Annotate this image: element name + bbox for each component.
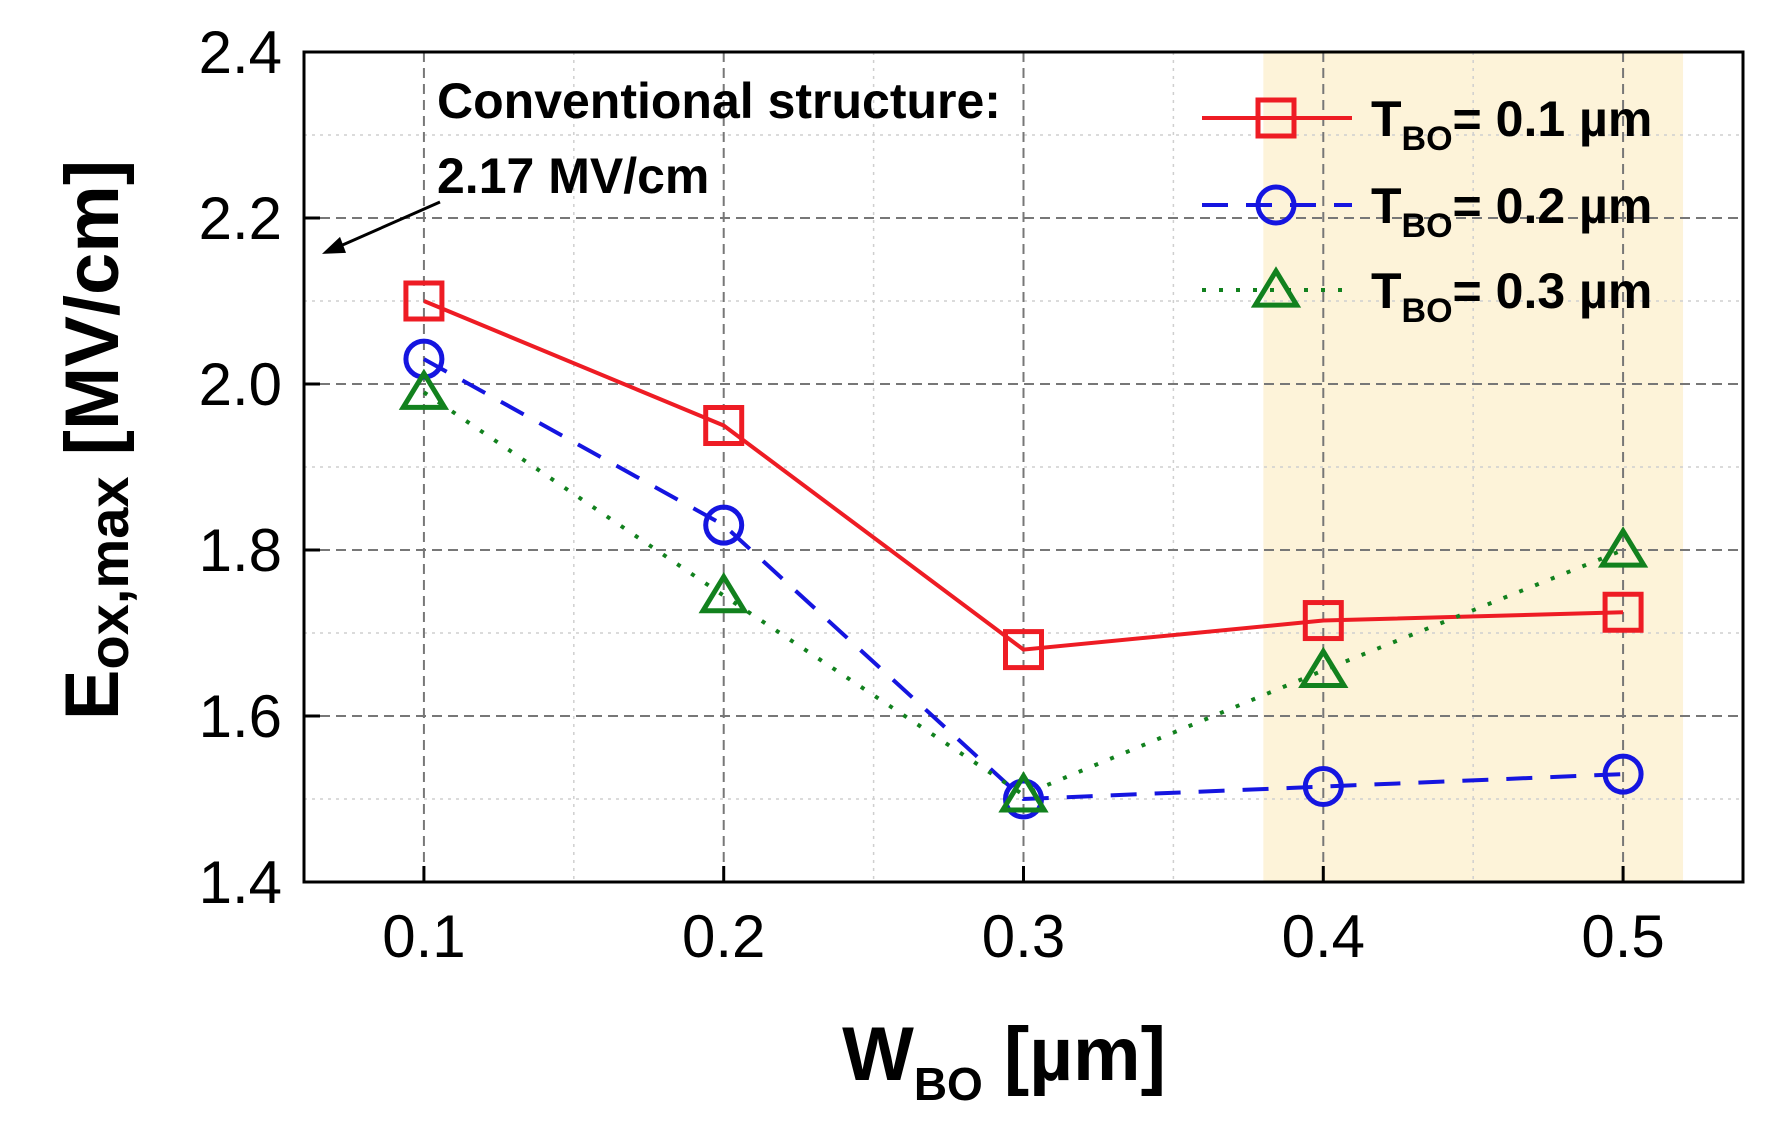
legend-label-sub: BO xyxy=(1402,207,1453,245)
series-2-point xyxy=(703,504,745,546)
x-axis-title: WBO [µm] xyxy=(842,1012,1166,1110)
y-axis-title-sub: ox,max xyxy=(77,477,140,670)
y-tick-label: 2.2 xyxy=(199,185,282,252)
series-3-line xyxy=(422,390,1624,798)
y-tick-label: 2.4 xyxy=(199,19,282,86)
series-1-point xyxy=(1003,629,1044,671)
x-tick-label: 0.2 xyxy=(682,903,765,970)
series-1-point xyxy=(703,405,745,446)
legend-label-main: T xyxy=(1371,178,1402,234)
y-tick-label: 1.4 xyxy=(199,849,282,916)
series-1-point xyxy=(403,280,445,322)
series-3 xyxy=(398,368,1649,813)
legend-label: TBO= 0.3 µm xyxy=(1371,263,1652,330)
tick-labels: 0.1 0.2 0.3 0.4 0.5 1.4 1.6 1.8 2.0 2.2 2.4 xyxy=(199,19,1665,970)
x-axis-title-sub: BO xyxy=(914,1058,983,1110)
series-3-point xyxy=(1298,646,1349,688)
y-tick-label: 1.8 xyxy=(199,517,282,584)
legend-entry-1: TBO= 0.1 µm xyxy=(1202,91,1652,158)
legend-label-sub: BO xyxy=(1402,292,1453,330)
major-grid xyxy=(304,51,1743,883)
annotation-arrow xyxy=(322,200,441,254)
minor-grid xyxy=(304,52,1743,882)
legend-entry-3: TBO= 0.3 µm xyxy=(1202,263,1652,330)
series-layer xyxy=(398,280,1649,820)
series-3-point xyxy=(1597,526,1649,568)
x-axis-title-main: W xyxy=(842,1012,914,1097)
legend-marker xyxy=(1250,266,1302,308)
legend-entry-2: TBO= 0.2 µm xyxy=(1202,178,1652,245)
x-axis-title-rest: [µm] xyxy=(983,1012,1166,1097)
x-tick-label: 0.5 xyxy=(1581,903,1664,970)
annotation-arrow-head xyxy=(322,236,346,254)
y-axis-title-main: E xyxy=(50,670,135,721)
legend-label-main: T xyxy=(1371,263,1402,319)
series-2-point xyxy=(1302,766,1344,808)
series-1-line xyxy=(423,299,1624,652)
legend-label-rest: = 0.3 µm xyxy=(1453,263,1653,319)
series-3-point xyxy=(398,368,450,410)
series-2-line xyxy=(422,357,1624,802)
series-3-point xyxy=(998,771,1049,813)
series-2 xyxy=(403,338,1644,820)
annotation-arrow-line xyxy=(335,200,441,250)
legend-label-rest: = 0.2 µm xyxy=(1453,178,1653,234)
legend-label: TBO= 0.2 µm xyxy=(1371,178,1652,245)
ticks-layer xyxy=(304,50,1625,884)
x-tick-label: 0.4 xyxy=(1282,903,1365,970)
legend-label-main: T xyxy=(1371,91,1402,147)
y-tick-label: 1.6 xyxy=(199,683,282,750)
legend-label: TBO= 0.1 µm xyxy=(1371,91,1652,158)
y-tick-label: 2.0 xyxy=(199,351,282,418)
legend-marker xyxy=(1255,97,1297,139)
legend-marker xyxy=(1255,184,1297,226)
legend-label-rest: = 0.1 µm xyxy=(1453,91,1653,147)
y-axis-title-rest: [MV/cm] xyxy=(50,160,135,477)
series-1 xyxy=(403,280,1644,671)
x-tick-label: 0.1 xyxy=(382,903,465,970)
series-1-point xyxy=(1602,591,1644,633)
series-3-point xyxy=(698,571,749,614)
x-tick-label: 0.3 xyxy=(982,903,1065,970)
legend-label-sub: BO xyxy=(1402,120,1453,158)
annotation-line2: 2.17 MV/cm xyxy=(437,148,709,204)
annotation-line1: Conventional structure: xyxy=(437,73,1001,129)
series-2-point xyxy=(1602,753,1644,795)
y-axis-title: Eox,max [MV/cm] xyxy=(50,160,140,720)
series-1-point xyxy=(1302,600,1344,642)
series-2-point xyxy=(1003,778,1044,820)
